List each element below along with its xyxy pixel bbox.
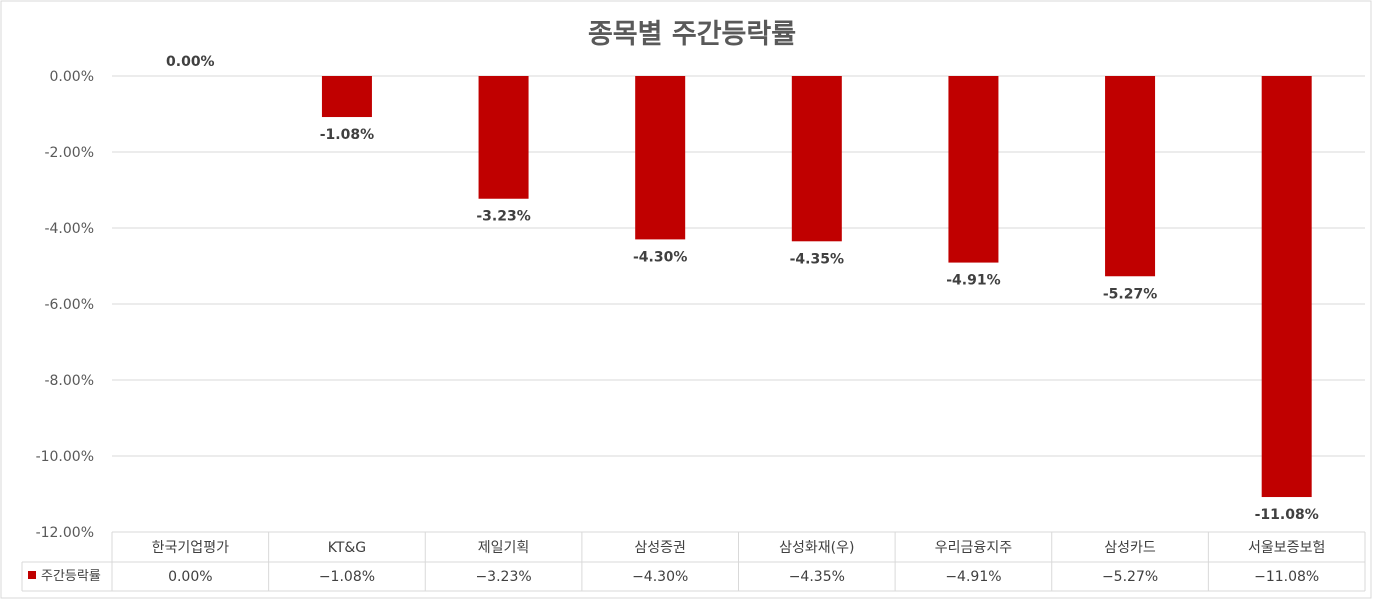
y-tick-label: 0.00% (50, 69, 94, 85)
y-axis: 0.00% -2.00% -4.00% -6.00% -8.00% -10.00% -12.… (36, 69, 94, 541)
y-tick-label: -2.00% (44, 145, 94, 161)
table-value: −4.30% (632, 569, 688, 585)
bar (321, 76, 372, 118)
table-value: −11.08% (1254, 569, 1319, 585)
legend-label: 주간등락률 (41, 569, 101, 584)
bar (948, 76, 999, 263)
x-tick-label: 서울보증보험 (1248, 540, 1325, 556)
y-tick-label: -4.00% (44, 221, 94, 237)
bar (791, 76, 842, 242)
bar (1105, 76, 1156, 277)
table-value: −4.35% (789, 569, 845, 585)
data-labels: 0.00% -1.08% -3.23% -4.30% -4.35% -4.91% -5.27… (166, 54, 1319, 523)
data-label: -1.08% (320, 127, 374, 143)
x-tick-label: 삼성증권 (634, 540, 686, 556)
table-value: −1.08% (319, 569, 375, 585)
y-tick-label: -8.00% (44, 373, 94, 389)
x-tick-label: 우리금융지주 (935, 540, 1012, 556)
y-tick-label: -10.00% (36, 449, 94, 465)
table-value: −3.23% (475, 569, 531, 585)
bars (321, 76, 1312, 498)
table-value: −4.91% (945, 569, 1001, 585)
table-value: 0.00% (168, 569, 212, 585)
data-label: -4.30% (633, 249, 687, 265)
x-tick-label: 제일기획 (478, 540, 530, 556)
gridlines (112, 75, 1365, 457)
data-label: -4.91% (946, 273, 1000, 289)
bar (635, 76, 686, 240)
data-label: -11.08% (1255, 507, 1319, 523)
x-tick-label: 삼성화재(우) (779, 540, 854, 556)
x-tick-label: 한국기업평가 (152, 540, 229, 556)
y-tick-label: -6.00% (44, 297, 94, 313)
data-label: 0.00% (166, 54, 215, 70)
legend-swatch (28, 571, 36, 579)
data-label: -5.27% (1103, 286, 1157, 302)
chart-title: 종목별 주간등락률 (588, 19, 796, 50)
data-table: 한국기업평가 0.00% KT&G −1.08% 제일기획 −3.23% 삼성증권 −4.30… (21, 531, 1366, 592)
table-value: −5.27% (1102, 569, 1158, 585)
bar (478, 76, 529, 199)
x-tick-label: 삼성카드 (1104, 540, 1156, 556)
y-tick-label: -12.00% (36, 525, 94, 541)
data-label: -3.23% (476, 209, 530, 225)
x-tick-label: KT&G (328, 540, 366, 556)
data-label: -4.35% (790, 251, 844, 267)
bar (1261, 76, 1312, 498)
